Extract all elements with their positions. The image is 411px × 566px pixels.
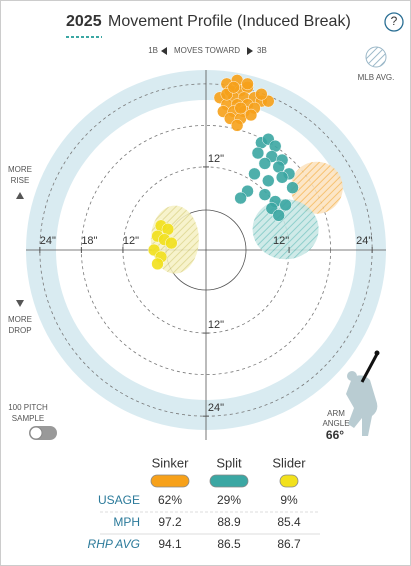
y-tick-label: 12"	[208, 319, 224, 331]
row-label: RHP AVG	[88, 537, 140, 551]
drop-arrow	[16, 300, 24, 307]
arrow-right	[247, 47, 253, 55]
row-value: 62%	[158, 493, 182, 507]
pitch-point	[258, 188, 272, 201]
legend-swatch	[150, 474, 190, 488]
x-tick-label: 18"	[81, 235, 97, 247]
summary-table: Sinker Split Slider USAGE 62% 29% 9% MPH 97.2 88.…	[88, 455, 320, 551]
season: 2025	[66, 13, 102, 30]
arrow-left	[161, 47, 167, 55]
arm-angle-value: 66°	[326, 428, 344, 442]
mlb-avg-label: MLB AVG.	[358, 73, 395, 82]
dir-right: 3B	[257, 46, 267, 55]
row-value: 9%	[280, 493, 298, 507]
pitch-point	[244, 108, 258, 122]
pitch-name: Sinker	[152, 455, 190, 470]
x-tick-label: 12"	[273, 235, 289, 247]
y-tick-label: 24"	[208, 402, 224, 414]
mlb-avg-ellipse	[252, 199, 319, 260]
help-text[interactable]: ?	[391, 14, 398, 28]
dir-middle: MOVES TOWARD	[174, 46, 240, 55]
row-label: MPH	[113, 515, 140, 529]
toggle-knob[interactable]	[29, 426, 43, 440]
help-icon[interactable]	[384, 12, 404, 32]
x-tick-label: 12"	[123, 235, 139, 247]
pitch-point	[234, 101, 247, 115]
pitch-point	[286, 181, 299, 194]
mlb-avg-ellipse	[290, 161, 343, 214]
mlb-avg-icon	[365, 46, 387, 68]
sample-2: SAMPLE	[12, 414, 44, 423]
pitch-point	[151, 257, 164, 271]
plot: 24" 18" 12" 12" 24" 12" 12" 24"	[26, 70, 386, 440]
pitch-point	[248, 167, 261, 181]
pitch-point	[262, 174, 275, 188]
row-value: 29%	[217, 493, 241, 507]
rise-arrow	[16, 192, 24, 199]
legend-swatch	[279, 474, 299, 488]
pitch-point	[234, 191, 247, 205]
row-value: 88.9	[217, 515, 241, 529]
row-value: 86.7	[277, 537, 301, 551]
rise-1: MORE	[8, 165, 32, 174]
pitch-name: Split	[216, 455, 242, 470]
row-value: 85.4	[277, 515, 301, 529]
pitch-point	[241, 77, 254, 91]
row-value: 97.2	[158, 515, 182, 529]
sample-1: 100 PITCH	[8, 403, 48, 412]
pitcher-silhouette	[346, 350, 380, 436]
pitch-point	[275, 171, 289, 184]
y-tick-label: 12"	[208, 153, 224, 165]
x-tick-label: 24"	[40, 235, 56, 247]
pitch-point	[279, 198, 292, 212]
pitch-point	[165, 236, 178, 250]
legend-swatch	[209, 474, 249, 488]
row-value: 86.5	[217, 537, 241, 551]
pitch-point	[251, 146, 265, 160]
pitch-point	[227, 81, 240, 94]
arm-angle-1: ARM	[327, 409, 345, 418]
pitch-point	[255, 87, 268, 101]
pitch-name: Slider	[272, 455, 306, 470]
title: Movement Profile (Induced Break)	[108, 13, 351, 30]
rise-2: RISE	[11, 176, 30, 185]
row-label: USAGE	[98, 493, 140, 507]
pitch-point	[272, 209, 285, 222]
row-value: 94.1	[158, 537, 182, 551]
pitch-point	[230, 119, 244, 132]
dir-left: 1B	[148, 46, 158, 55]
x-tick-label: 24"	[356, 235, 372, 247]
arm-angle-2: ANGLE	[322, 419, 349, 428]
drop-1: MORE	[8, 315, 32, 324]
pitch-point	[258, 157, 272, 170]
drop-2: DROP	[8, 326, 31, 335]
